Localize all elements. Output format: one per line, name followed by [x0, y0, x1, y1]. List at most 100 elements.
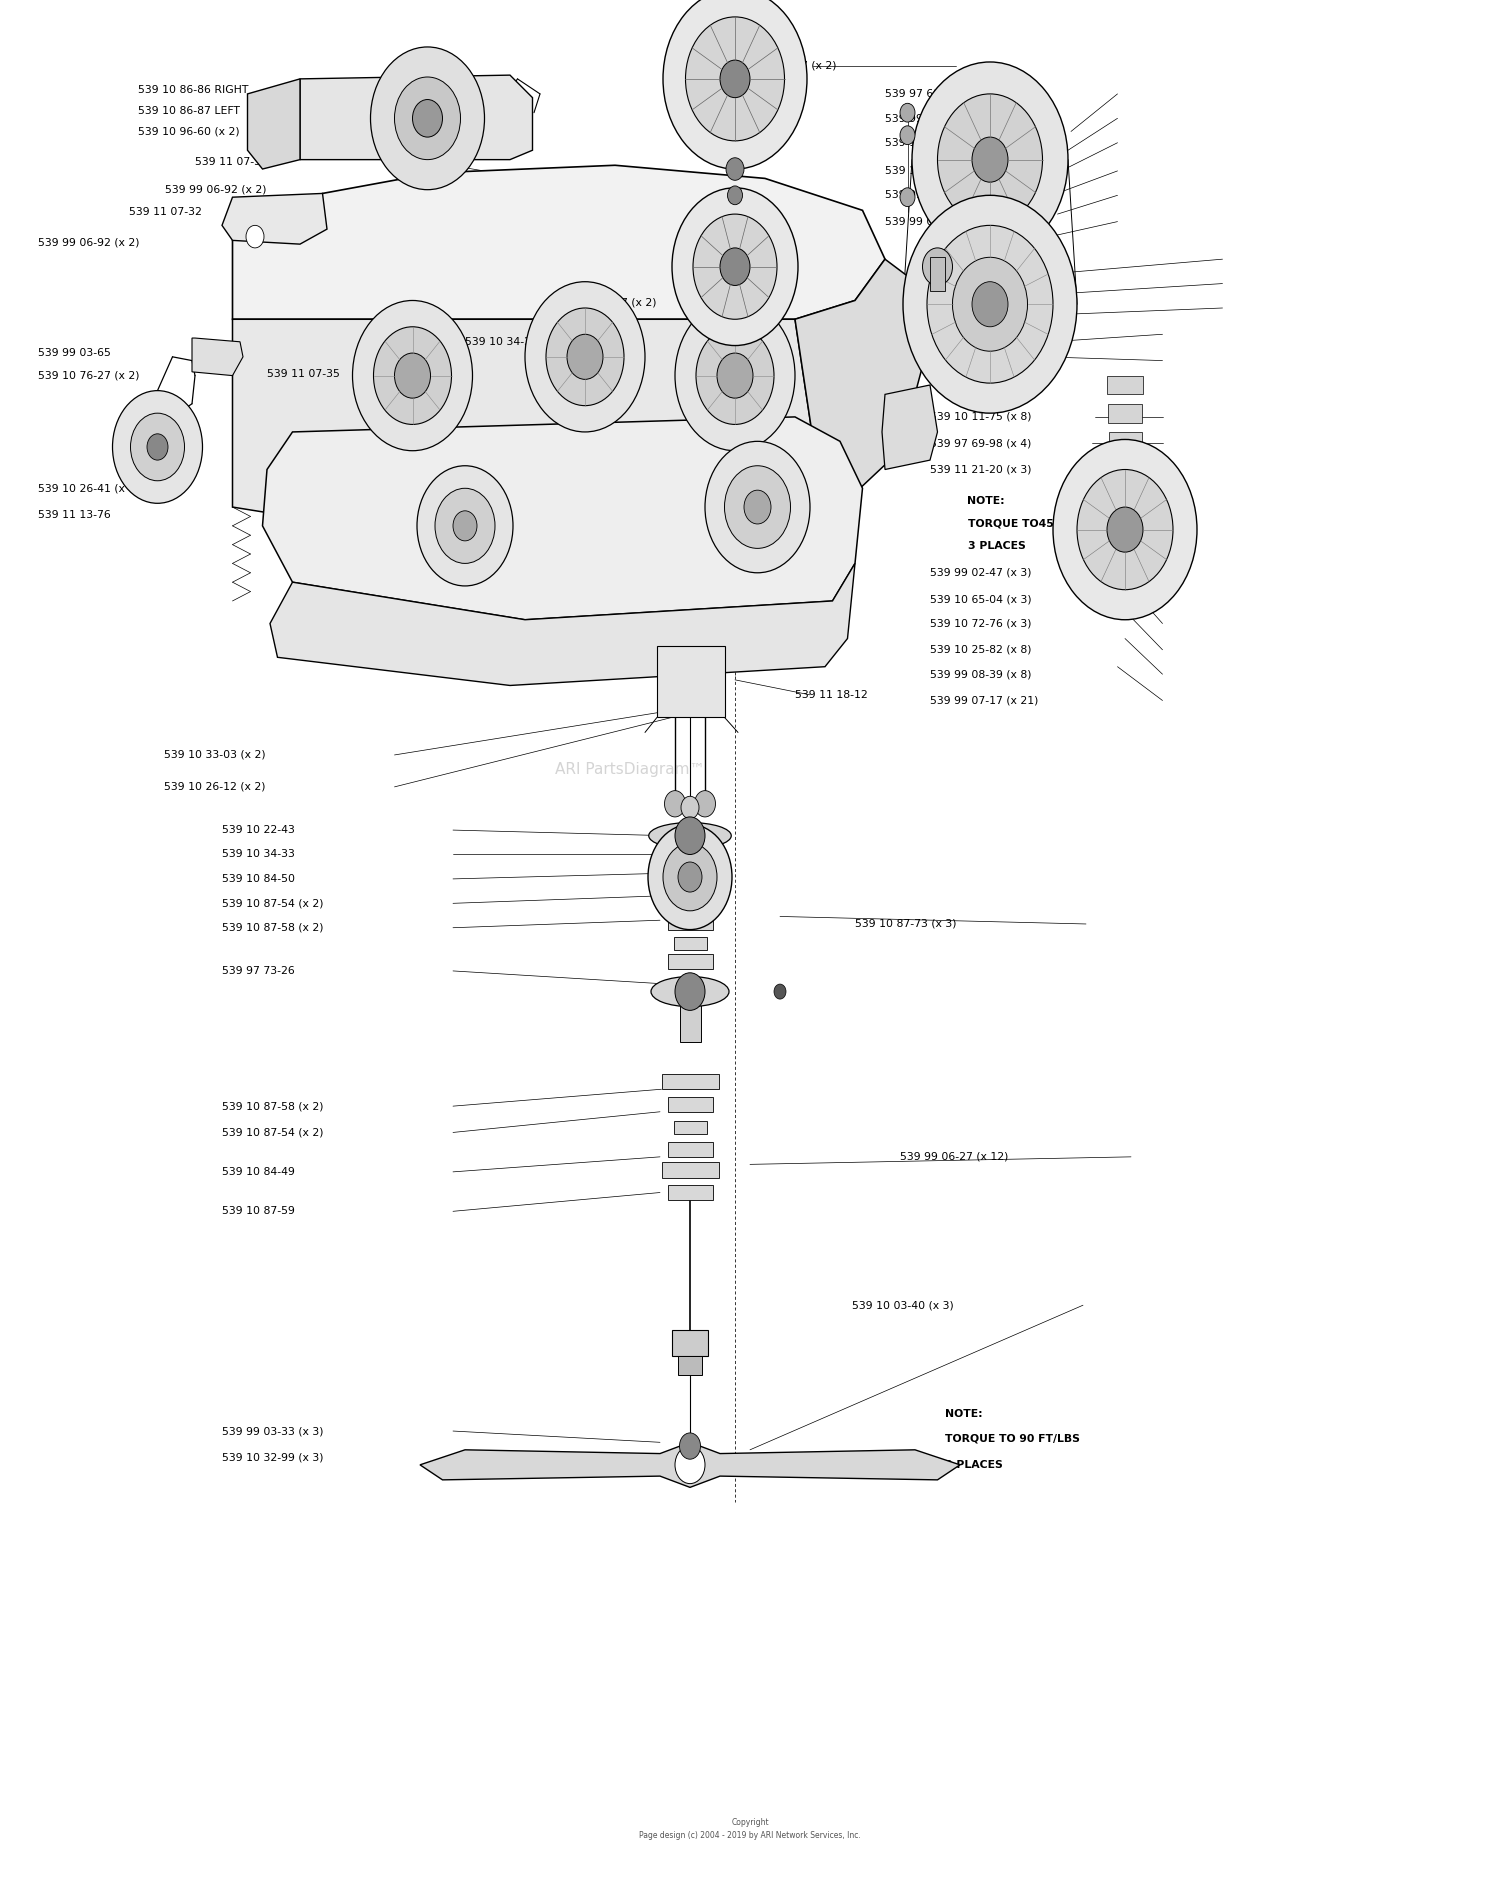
Text: 539 99 06-27 (x 12): 539 99 06-27 (x 12): [900, 1151, 1008, 1162]
Circle shape: [112, 391, 202, 503]
Circle shape: [663, 843, 717, 911]
Circle shape: [675, 300, 795, 451]
Text: 539 99 05-17: 539 99 05-17: [885, 216, 959, 227]
Circle shape: [912, 62, 1068, 257]
Circle shape: [903, 195, 1077, 413]
Bar: [672, 1330, 708, 1356]
Circle shape: [774, 984, 786, 999]
Bar: [662, 894, 718, 909]
Text: TORQUE TO 90 FT/LBS: TORQUE TO 90 FT/LBS: [945, 1433, 1080, 1444]
Circle shape: [900, 103, 915, 122]
Bar: [1107, 404, 1143, 423]
Text: 539 97 73-26: 539 97 73-26: [222, 965, 294, 977]
Text: 539 10 87-59: 539 10 87-59: [222, 1206, 296, 1217]
Text: 539 10 87-54 (x 2): 539 10 87-54 (x 2): [222, 898, 324, 909]
Circle shape: [663, 0, 807, 169]
Text: 3 PLACES: 3 PLACES: [968, 541, 1026, 552]
Text: 539 10 32-99 (x 3): 539 10 32-99 (x 3): [222, 1452, 324, 1463]
Text: 539 10 87-73 (x 3): 539 10 87-73 (x 3): [855, 918, 957, 930]
Text: NOTE:: NOTE:: [945, 1408, 982, 1420]
Text: ARI PartsDiagram™: ARI PartsDiagram™: [555, 762, 705, 777]
Text: 539 99 02-47 (x 3): 539 99 02-47 (x 3): [930, 567, 1032, 578]
Text: 539 99 05-50: 539 99 05-50: [990, 302, 1064, 314]
Circle shape: [394, 77, 460, 160]
Text: 539 10 13-31: 539 10 13-31: [990, 278, 1064, 289]
Circle shape: [680, 1433, 700, 1459]
Polygon shape: [192, 338, 243, 376]
Circle shape: [567, 334, 603, 379]
Text: 539 11 07-32: 539 11 07-32: [129, 207, 203, 218]
Text: 539 97 69-98 (x 4): 539 97 69-98 (x 4): [930, 329, 1032, 340]
Text: 539 10 84-49: 539 10 84-49: [222, 1166, 296, 1178]
Circle shape: [374, 327, 452, 424]
Bar: [1108, 454, 1140, 473]
Polygon shape: [262, 417, 862, 620]
Circle shape: [546, 308, 624, 406]
Circle shape: [525, 282, 645, 432]
Bar: [930, 257, 945, 291]
Text: 539 10 26-41 (x 4): 539 10 26-41 (x 4): [38, 483, 140, 494]
Text: 539 10 22-43: 539 10 22-43: [222, 824, 296, 836]
Text: 539 10 33-03 (x 2): 539 10 33-03 (x 2): [164, 749, 266, 761]
Text: 539 10 86-87 LEFT: 539 10 86-87 LEFT: [138, 105, 240, 116]
Circle shape: [681, 796, 699, 819]
Circle shape: [648, 824, 732, 930]
Circle shape: [678, 862, 702, 892]
Circle shape: [728, 186, 742, 205]
Text: 539 10 32-56: 539 10 32-56: [990, 254, 1064, 265]
Bar: [662, 1074, 718, 1089]
Text: 539 11 07-35: 539 11 07-35: [267, 368, 340, 379]
Text: Copyright
Page design (c) 2004 - 2019 by ARI Network Services, Inc.: Copyright Page design (c) 2004 - 2019 by…: [639, 1818, 861, 1840]
Circle shape: [952, 257, 1028, 351]
Text: 539 10 03-40 (x 3): 539 10 03-40 (x 3): [852, 1300, 954, 1311]
Text: 539 10 32-57 (x 2): 539 10 32-57 (x 2): [735, 60, 837, 71]
Circle shape: [720, 248, 750, 285]
Circle shape: [693, 214, 777, 319]
Bar: [657, 646, 724, 717]
Text: 539 99 05-82: 539 99 05-82: [885, 190, 959, 201]
Circle shape: [900, 126, 915, 145]
Bar: [668, 1142, 712, 1157]
Text: 539 10 25-82 (x 8): 539 10 25-82 (x 8): [930, 644, 1032, 655]
Circle shape: [686, 17, 784, 141]
Polygon shape: [882, 385, 938, 470]
Text: 539 99 03-33 (x 3): 539 99 03-33 (x 3): [222, 1425, 324, 1437]
Bar: [662, 1162, 718, 1178]
Text: 539 10 32-57 (x 2): 539 10 32-57 (x 2): [555, 297, 657, 308]
Bar: [668, 915, 712, 930]
Text: 539 99 05-17 (x 5): 539 99 05-17 (x 5): [885, 113, 987, 124]
Text: 539 99 07-17 (x 21): 539 99 07-17 (x 21): [930, 695, 1038, 706]
Polygon shape: [248, 79, 300, 169]
Text: 539 97 69-98 (x 4): 539 97 69-98 (x 4): [930, 438, 1032, 449]
Polygon shape: [795, 259, 930, 507]
Text: 539 10 32-95 (x 2): 539 10 32-95 (x 2): [885, 165, 987, 177]
Text: 539 10 65-04 (x 3): 539 10 65-04 (x 3): [930, 593, 1032, 605]
Circle shape: [972, 282, 1008, 327]
Text: 539 99 03-65: 539 99 03-65: [38, 347, 111, 359]
Text: 539 10 32-30: 539 10 32-30: [930, 355, 1004, 366]
Text: 539 10 87-54 (x 2): 539 10 87-54 (x 2): [222, 1127, 324, 1138]
Text: 539 10 32-58: 539 10 32-58: [885, 137, 959, 148]
Text: 539 11 13-76: 539 11 13-76: [38, 509, 111, 520]
Circle shape: [675, 973, 705, 1010]
Circle shape: [717, 353, 753, 398]
Circle shape: [147, 434, 168, 460]
Bar: [668, 1185, 712, 1200]
Text: 539 99 08-39 (x 8): 539 99 08-39 (x 8): [930, 669, 1032, 680]
Text: TORQUE TO45 FT/LBS: TORQUE TO45 FT/LBS: [968, 518, 1098, 530]
Circle shape: [675, 817, 705, 854]
Text: 539 10 87-58 (x 2): 539 10 87-58 (x 2): [222, 922, 324, 933]
Bar: [680, 995, 700, 1042]
Text: 539 10 72-76 (x 3): 539 10 72-76 (x 3): [930, 618, 1032, 629]
Circle shape: [900, 188, 915, 207]
Text: 539 11 18-12: 539 11 18-12: [795, 689, 867, 700]
Bar: [678, 1356, 702, 1375]
Text: 539 10 87-58 (x 2): 539 10 87-58 (x 2): [222, 1101, 324, 1112]
Polygon shape: [222, 193, 327, 244]
Circle shape: [938, 94, 1042, 225]
Circle shape: [352, 300, 472, 451]
Text: 539 10 34-33: 539 10 34-33: [222, 849, 296, 860]
Circle shape: [246, 225, 264, 248]
Bar: [668, 954, 712, 969]
Bar: [674, 1121, 706, 1134]
